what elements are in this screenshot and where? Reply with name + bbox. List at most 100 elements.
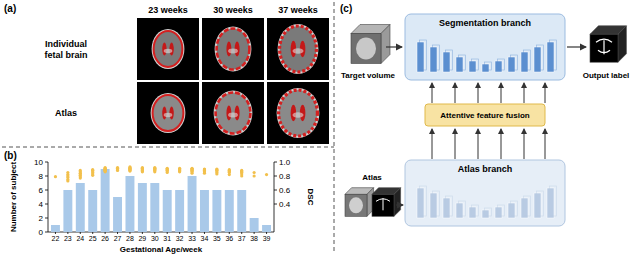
bar xyxy=(212,190,221,232)
y-tick xyxy=(45,218,48,219)
arrow xyxy=(478,129,479,159)
y2-tick xyxy=(274,190,277,191)
separator xyxy=(334,2,335,253)
bar xyxy=(63,190,72,232)
point xyxy=(128,169,131,172)
row-header-line: fetal brain xyxy=(44,50,87,60)
network-block xyxy=(521,52,528,72)
column-header: 30 weeks xyxy=(213,5,253,15)
x-tick xyxy=(142,232,143,234)
x-tick-label: 32 xyxy=(176,235,184,242)
bar xyxy=(262,225,271,232)
x-tick-label: 24 xyxy=(76,235,84,242)
point xyxy=(265,173,268,176)
arrow xyxy=(567,46,586,47)
x-tick xyxy=(192,232,193,234)
x-tick xyxy=(55,232,56,234)
brain-image xyxy=(267,82,329,144)
x-tick-label: 36 xyxy=(225,235,233,242)
network-block xyxy=(547,42,554,72)
x-tick-label: 22 xyxy=(52,235,60,242)
point xyxy=(104,170,107,173)
cortex-label xyxy=(153,95,184,131)
arrow xyxy=(545,83,546,103)
y-tick-label: 8 xyxy=(39,172,44,181)
output-cube xyxy=(590,26,626,62)
fusion-title: Attentive feature fusion xyxy=(440,111,529,120)
node-label: Atlas xyxy=(362,173,382,182)
x-tick xyxy=(105,232,106,234)
network-block xyxy=(430,47,437,72)
point xyxy=(54,175,57,178)
point xyxy=(116,169,119,172)
network-block xyxy=(547,188,554,218)
arrow xyxy=(396,204,403,205)
y-tick-label: 2 xyxy=(39,214,44,223)
x-tick xyxy=(154,232,155,234)
panel-label: (c) xyxy=(340,3,352,14)
network-block-edge xyxy=(433,45,440,70)
bar xyxy=(51,225,60,232)
arrow xyxy=(455,83,456,103)
network-block-edge xyxy=(524,196,531,216)
y-tick-label: 6 xyxy=(39,186,44,195)
arrow xyxy=(386,46,402,47)
point xyxy=(66,179,69,182)
y-axis-title: Number of subject xyxy=(9,162,18,233)
structure xyxy=(292,112,303,118)
network-block xyxy=(482,64,489,72)
y2-tick xyxy=(274,162,277,163)
y2-axis-title: DSC xyxy=(306,189,315,206)
point xyxy=(215,172,218,175)
y-tick-label: 4 xyxy=(39,200,44,209)
figure: (a)23 weeks30 weeks37 weeksIndividualfet… xyxy=(0,0,640,255)
y-tick-label: 0 xyxy=(39,228,44,237)
skull xyxy=(215,27,252,72)
x-tick xyxy=(129,232,130,234)
branch-title: Segmentation branch xyxy=(439,18,531,28)
brain xyxy=(216,93,251,134)
brain xyxy=(279,90,318,136)
bar xyxy=(225,190,234,232)
x-tick xyxy=(117,232,118,234)
network-block xyxy=(495,61,502,72)
bar xyxy=(113,197,122,232)
image-bg xyxy=(202,82,264,144)
atlas-cube xyxy=(345,188,374,217)
x-tick-label: 26 xyxy=(101,235,109,242)
separator xyxy=(2,147,334,148)
arrow xyxy=(524,83,525,103)
arrow xyxy=(455,129,456,159)
structure xyxy=(228,113,238,118)
point xyxy=(91,174,94,177)
network-block xyxy=(521,198,528,218)
bar xyxy=(200,190,209,232)
y-tick xyxy=(45,204,48,205)
fusion-box xyxy=(425,104,545,126)
cube-label-map xyxy=(376,198,390,210)
network-block xyxy=(443,52,450,72)
skull xyxy=(278,24,319,74)
x-tick-label: 39 xyxy=(263,235,271,242)
network-block-edge xyxy=(485,62,492,70)
arrow xyxy=(524,129,525,159)
bar xyxy=(101,169,110,232)
network-block xyxy=(469,207,476,218)
x-tick xyxy=(179,232,180,234)
x-tick xyxy=(216,232,217,234)
ventricle-label xyxy=(162,43,166,56)
atlas-label-cube xyxy=(372,188,401,217)
y2-tick-label: 1.0 xyxy=(279,158,291,167)
point xyxy=(253,171,256,174)
x-tick-label: 27 xyxy=(114,235,122,242)
row-header-line: Individual xyxy=(45,39,87,49)
network-block-edge xyxy=(472,205,479,216)
arrow xyxy=(478,83,479,103)
network-block xyxy=(443,198,450,218)
brain-image xyxy=(137,82,199,144)
network-block xyxy=(534,47,541,72)
x-tick-label: 38 xyxy=(250,235,258,242)
cube-front xyxy=(590,34,618,62)
network-block-edge xyxy=(472,59,479,70)
brain xyxy=(154,31,183,67)
